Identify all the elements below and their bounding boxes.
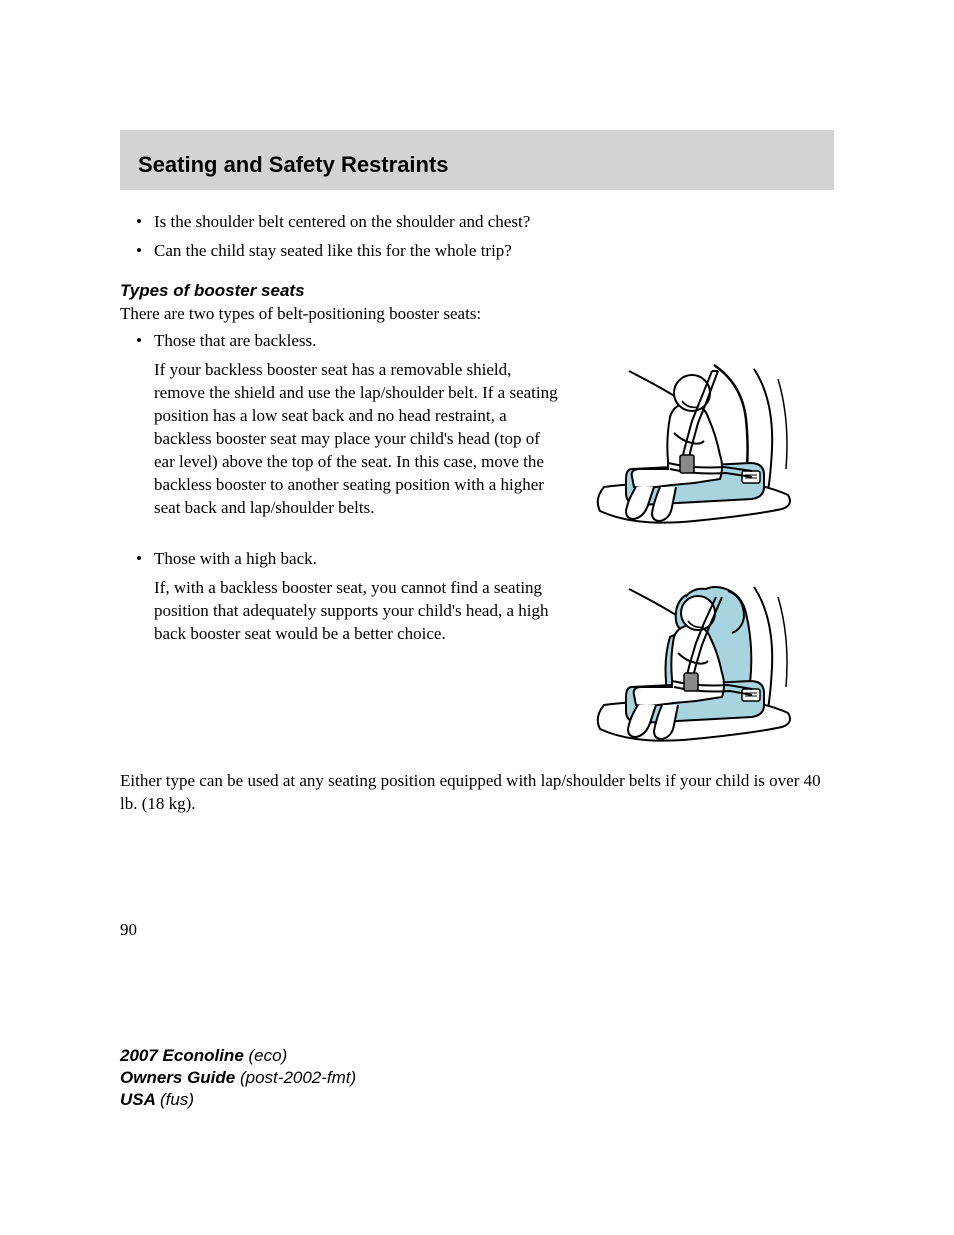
intro-bullet-1: Is the shoulder belt centered on the sho… [140,210,834,235]
footer-block: 2007 Econoline (eco) Owners Guide (post-… [120,1045,356,1111]
footer-l2-bold: Owners Guide [120,1068,240,1087]
highback-booster-illustration [574,577,834,752]
closing-paragraph: Either type can be used at any seating p… [120,770,834,816]
subheading: Types of booster seats [120,281,834,301]
intro-bullet-list: Is the shoulder belt centered on the sho… [120,210,834,263]
page-number: 90 [120,920,137,940]
section-title: Seating and Safety Restraints [138,152,816,178]
section-header: Seating and Safety Restraints [120,130,834,190]
footer-l1-bold: 2007 Econoline [120,1046,249,1065]
footer-line-1: 2007 Econoline (eco) [120,1045,356,1067]
booster-types-list: Those that are backless. [120,330,834,756]
subhead-intro: There are two types of belt-positioning … [120,303,834,326]
item-lead-2: Those with a high back. [154,548,834,571]
backless-booster-illustration [574,359,834,534]
footer-l3-rest: (fus) [160,1090,194,1109]
footer-line-2: Owners Guide (post-2002-fmt) [120,1067,356,1089]
footer-l3-bold: USA [120,1090,160,1109]
footer-l2-rest: (post-2002-fmt) [240,1068,356,1087]
item-lead-1: Those that are backless. [154,330,834,353]
list-item-highback: Those with a high back. [140,548,834,756]
intro-bullet-2: Can the child stay seated like this for … [140,239,834,264]
footer-l1-rest: (eco) [249,1046,288,1065]
footer-line-3: USA (fus) [120,1089,356,1111]
list-item-backless: Those that are backless. [140,330,834,538]
